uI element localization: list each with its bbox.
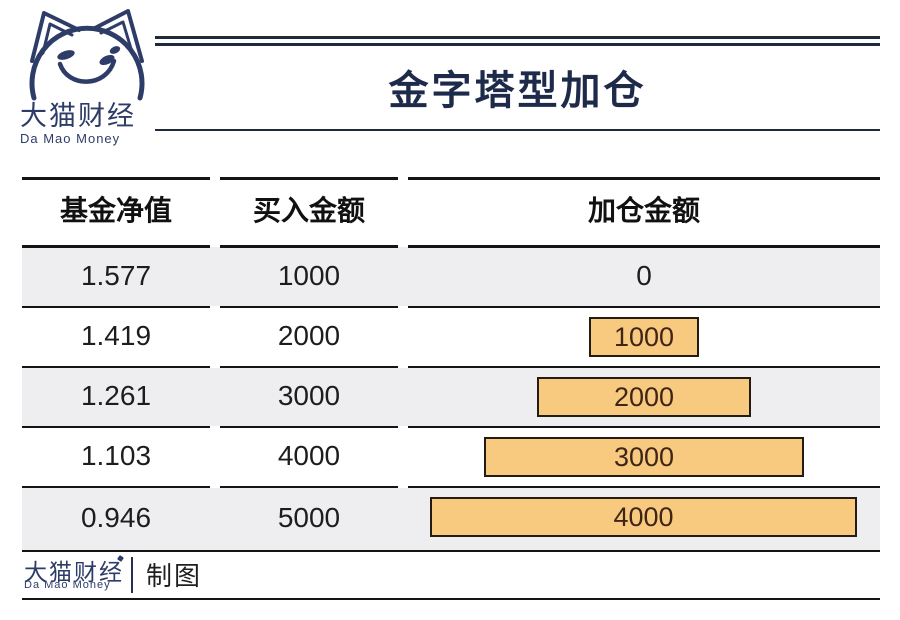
table-rule xyxy=(408,366,880,368)
nav-value: 1.419 xyxy=(80,320,152,351)
table-rule xyxy=(408,177,880,180)
buy-value: 5000 xyxy=(277,502,341,533)
nav-value: 0.946 xyxy=(80,502,152,533)
nav-value: 1.103 xyxy=(80,440,152,471)
table-bottom-rule xyxy=(22,550,880,552)
buy-value: 3000 xyxy=(277,380,341,411)
brand-name-zh: 大猫财经 xyxy=(20,101,136,131)
nav-value: 1.577 xyxy=(80,260,152,291)
add-amount-bar: 4000 xyxy=(430,497,857,537)
table-rule xyxy=(220,426,398,428)
column-header-nav: 基金净值 xyxy=(59,195,172,226)
table-rule xyxy=(22,366,210,368)
footer-divider xyxy=(131,557,133,593)
row-stripe xyxy=(22,247,880,306)
footer-brand-en: Da Mao Money xyxy=(24,579,111,591)
buy-value: 4000 xyxy=(277,440,341,471)
column-header-buy: 买入金额 xyxy=(252,195,365,226)
title-top-rule-1 xyxy=(155,36,880,39)
table-rule xyxy=(220,366,398,368)
table-rule xyxy=(220,177,398,180)
footer-bottom-rule xyxy=(22,598,880,600)
table-rule xyxy=(408,486,880,488)
footer-brand-zh: 大猫财经 xyxy=(24,559,124,585)
table-rule xyxy=(220,486,398,488)
nav-value: 1.261 xyxy=(80,380,152,411)
title-bottom-rule xyxy=(155,129,880,131)
title-top-rule-2 xyxy=(155,43,880,46)
table-rule xyxy=(22,177,210,180)
add-amount-bar: 2000 xyxy=(537,377,751,417)
column-header-add: 加仓金额 xyxy=(587,195,700,226)
page-title: 金字塔型加仓 xyxy=(388,67,647,114)
table-rule xyxy=(408,306,880,308)
table-rule xyxy=(22,306,210,308)
buy-value: 1000 xyxy=(277,260,341,291)
buy-value: 2000 xyxy=(277,320,341,351)
brand-name-en: Da Mao Money xyxy=(20,131,121,147)
brand-logo: 大猫财经 Da Mao Money xyxy=(20,6,165,147)
table-rule xyxy=(220,245,398,248)
table-rule xyxy=(408,245,880,248)
table-rule xyxy=(22,486,210,488)
add-amount-bar: 1000 xyxy=(589,317,699,357)
table-rule xyxy=(22,245,210,248)
cat-face-icon xyxy=(29,9,145,101)
table-rule xyxy=(220,306,398,308)
add-amount-bar: 3000 xyxy=(484,437,804,477)
add-value: 0 xyxy=(636,260,652,291)
table-rule xyxy=(408,426,880,428)
footer-credit-label: 制图 xyxy=(146,561,203,591)
table-rule xyxy=(22,426,210,428)
